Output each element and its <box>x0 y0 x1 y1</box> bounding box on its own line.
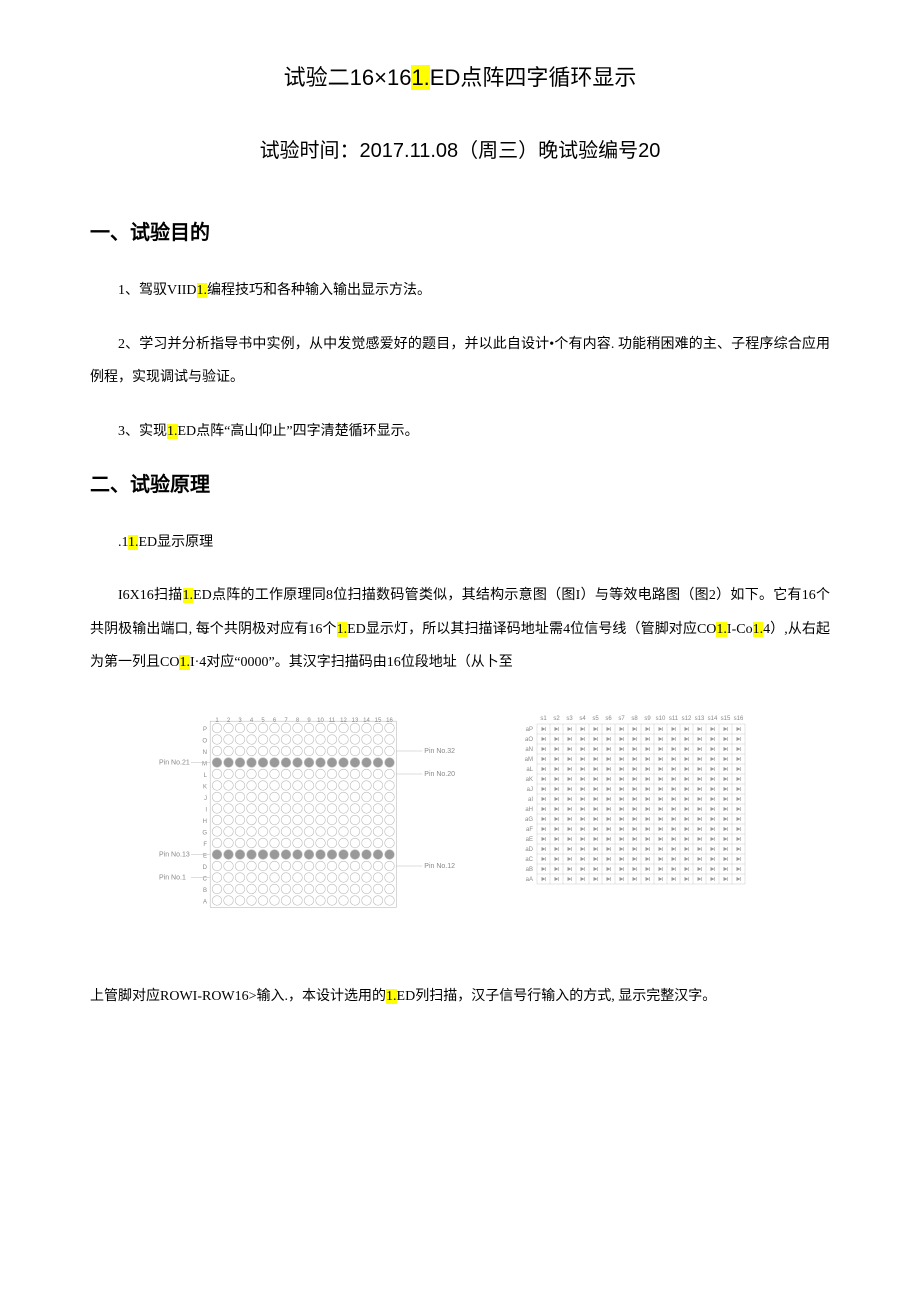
svg-text:s9: s9 <box>644 716 651 722</box>
p1-3: ED显示灯，所以其扫描译码地址需4位信号线（管脚对应CO <box>347 622 716 637</box>
s2-sub1-post: ED显示原理 <box>138 535 213 550</box>
p1-4: I-Co <box>727 622 753 637</box>
svg-text:K: K <box>203 784 207 790</box>
svg-text:aC: aC <box>525 857 533 863</box>
svg-text:A: A <box>203 899 207 905</box>
p1-h4: 1. <box>753 622 764 637</box>
svg-text:aO: aO <box>525 737 533 743</box>
p1-h1: 1. <box>183 588 194 603</box>
svg-text:s2: s2 <box>553 716 560 722</box>
p2-h1: 1. <box>386 989 397 1004</box>
svg-text:s4: s4 <box>579 716 586 722</box>
p1-h3: 1. <box>716 622 727 637</box>
title-highlight: 1. <box>411 65 429 90</box>
svg-text:s3: s3 <box>566 716 573 722</box>
svg-text:aI: aI <box>528 797 533 803</box>
p2-1: 上管脚对应ROWI-ROW16>输入.，本设计选用的 <box>90 989 386 1004</box>
svg-text:aK: aK <box>526 777 533 783</box>
p1-h2: 1. <box>337 622 348 637</box>
s2-sub1-pre: .1 <box>118 535 128 550</box>
svg-text:s15: s15 <box>721 716 731 722</box>
svg-text:I: I <box>205 807 207 813</box>
svg-text:s14: s14 <box>708 716 718 722</box>
section2-sub1: .11.ED显示原理 <box>90 526 830 560</box>
title-post: ED点阵四字循环显示 <box>430 65 637 90</box>
p1-1: I6X16扫描 <box>118 588 183 603</box>
svg-text:s13: s13 <box>695 716 705 722</box>
diagrams-container: 12345678910111213141516PONMLKJIHGFEDCBAP… <box>90 710 830 920</box>
svg-text:s7: s7 <box>618 716 625 722</box>
diagram2-box: s1 s2 s3 s4 s5 s6 s7 s8 s9 s10s11s12s13s14s15s16 a… <box>515 710 765 920</box>
svg-text:aN: aN <box>525 747 533 753</box>
svg-text:s6: s6 <box>605 716 612 722</box>
s1-i3-post: ED点阵“高山仰止”四字清楚循环显示。 <box>178 424 419 439</box>
section1-item2: 2、学习并分析指导书中实例，从中发觉感爱好的题目，并以此自设计•个有内容. 功能… <box>90 328 830 395</box>
svg-text:N: N <box>203 750 207 756</box>
svg-text:H: H <box>203 819 207 825</box>
svg-text:Pin No.32: Pin No.32 <box>424 748 455 755</box>
svg-text:s11: s11 <box>669 716 679 722</box>
svg-text:aF: aF <box>526 827 533 833</box>
svg-text:aA: aA <box>526 877 533 883</box>
svg-text:aE: aE <box>526 837 533 843</box>
svg-text:s12: s12 <box>682 716 692 722</box>
svg-text:D: D <box>203 865 208 871</box>
s1-i3-pre: 3、实现 <box>118 424 167 439</box>
p1-6: I·4对应“0000”。其汉字扫描码由16位段地址（从卜至 <box>190 655 513 670</box>
svg-text:Pin No.1: Pin No.1 <box>159 874 186 881</box>
svg-text:Pin No.20: Pin No.20 <box>424 771 455 778</box>
svg-text:s8: s8 <box>631 716 638 722</box>
s2-sub1-hl: 1. <box>128 535 139 550</box>
svg-text:aG: aG <box>525 817 533 823</box>
svg-text:s16: s16 <box>734 716 744 722</box>
svg-text:aH: aH <box>525 807 533 813</box>
section2-para1: I6X16扫描1.ED点阵的工作原理同8位扫描数码管类似，其结构示意图（图I）与… <box>90 579 830 680</box>
svg-text:s5: s5 <box>592 716 599 722</box>
section1-item1: 1、驾驭VIID1.编程技巧和各种输入输出显示方法。 <box>90 274 830 308</box>
p2-2: ED列扫描，汉子信号行输入的方式, 显示完整汉字。 <box>397 989 717 1004</box>
svg-text:aJ: aJ <box>527 787 533 793</box>
title-pre: 试验二16×16 <box>284 65 412 90</box>
s1-i3-hl: 1. <box>167 424 178 439</box>
svg-text:Pin No.13: Pin No.13 <box>159 851 190 858</box>
svg-text:O: O <box>202 738 207 744</box>
section1-heading: 一、试验目的 <box>90 217 830 249</box>
circuit-diagram: s1 s2 s3 s4 s5 s6 s7 s8 s9 s10s11s12s13s14s15s16 a… <box>515 710 765 900</box>
svg-text:Pin No.12: Pin No.12 <box>424 863 455 870</box>
svg-text:aM: aM <box>525 757 533 763</box>
section2-para2: 上管脚对应ROWI-ROW16>输入.，本设计选用的1.ED列扫描，汉子信号行输… <box>90 980 830 1014</box>
svg-text:L: L <box>204 773 208 779</box>
s1-i1-pre: 1、驾驭VIID <box>118 283 197 298</box>
svg-text:aD: aD <box>525 847 533 853</box>
svg-text:Pin No.21: Pin No.21 <box>159 759 190 766</box>
svg-text:s1: s1 <box>540 716 547 722</box>
document-subtitle: 试验时间：2017.11.08（周三）晚试验编号20 <box>90 135 830 167</box>
svg-text:s10: s10 <box>656 716 666 722</box>
s1-i1-hl: 1. <box>197 283 208 298</box>
svg-text:aL: aL <box>526 767 533 773</box>
document-title: 试验二16×161.ED点阵四字循环显示 <box>90 60 830 95</box>
section2-heading: 二、试验原理 <box>90 469 830 501</box>
dotmatrix-diagram: 12345678910111213141516PONMLKJIHGFEDCBAP… <box>155 710 455 920</box>
svg-text:F: F <box>203 842 207 848</box>
p1-h5: 1. <box>179 655 190 670</box>
svg-text:B: B <box>203 888 207 894</box>
svg-text:J: J <box>204 796 207 802</box>
diagram1-box: 12345678910111213141516PONMLKJIHGFEDCBAP… <box>155 710 455 920</box>
section1-item3: 3、实现1.ED点阵“高山仰止”四字清楚循环显示。 <box>90 415 830 449</box>
svg-text:G: G <box>202 830 207 836</box>
s1-i1-post: 编程技巧和各种输入输出显示方法。 <box>207 283 431 298</box>
svg-text:aP: aP <box>526 727 533 733</box>
svg-text:aB: aB <box>526 867 533 873</box>
svg-text:P: P <box>203 727 207 733</box>
